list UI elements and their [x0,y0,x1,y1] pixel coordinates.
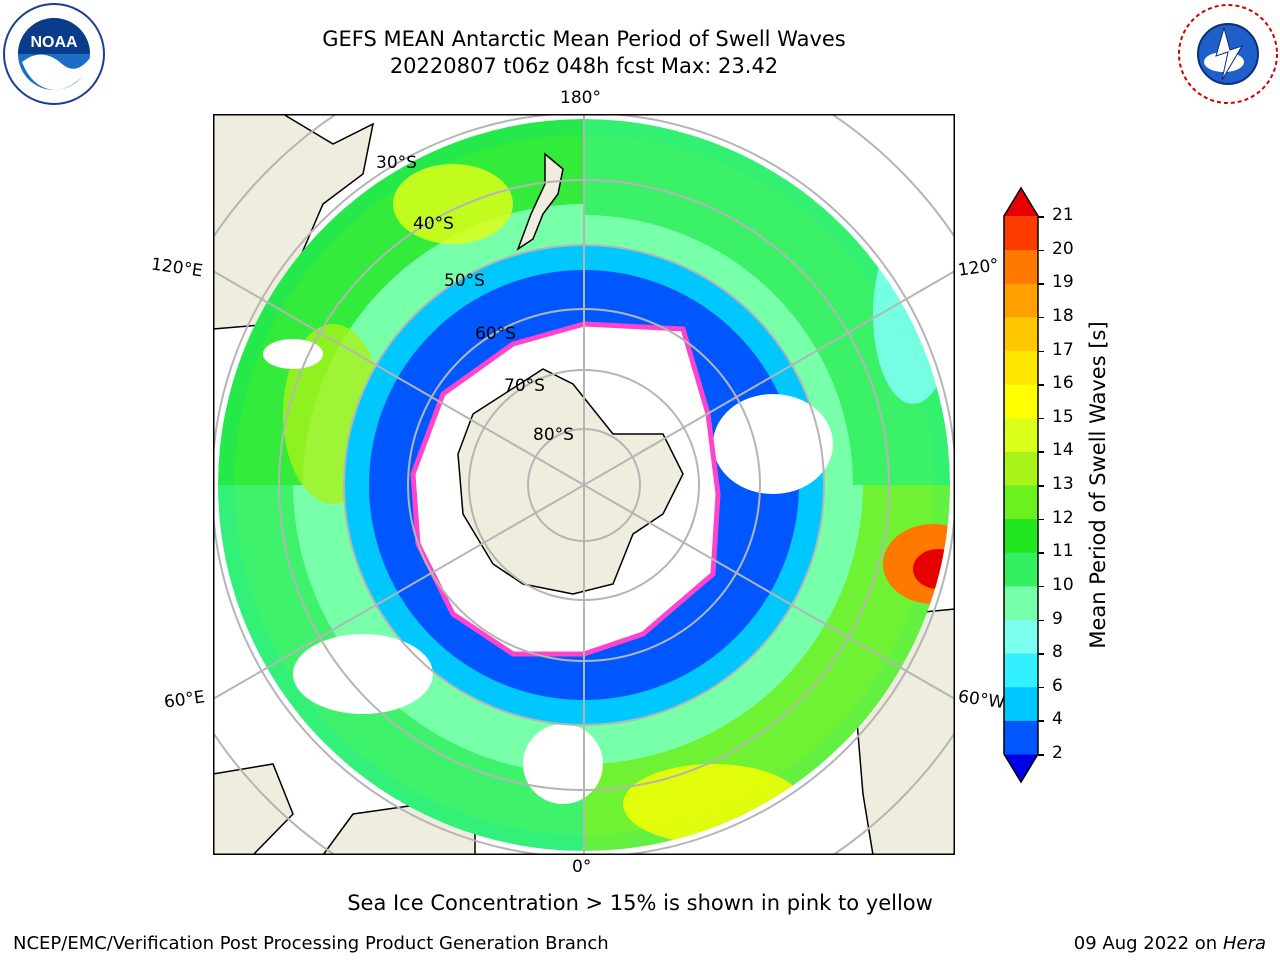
colorbar-min-arrow [1004,754,1038,782]
colorbar [1003,186,1039,784]
colorbar-segment [1004,686,1038,721]
colorbar-segment [1004,585,1038,620]
footer-date: 09 Aug 2022 on Hera [1074,933,1266,954]
colorbar-tick-mark [1038,619,1044,621]
colorbar-segment [1004,283,1038,318]
colorbar-segment [1004,653,1038,688]
colorbar-tick-label: 10 [1052,574,1074,595]
colorbar-tick-label: 21 [1052,205,1074,225]
colorbar-segment [1004,720,1038,755]
colorbar-segment [1004,350,1038,385]
colorbar-tick-label: 17 [1052,339,1074,360]
colorbar-segment [1004,417,1038,452]
colorbar-segment [1004,249,1038,284]
colorbar-tick-mark [1038,518,1044,521]
colorbar-tick-mark [1038,216,1044,218]
colorbar-tick-mark [1038,350,1044,352]
colorbar-tick-mark [1038,249,1044,252]
lat-label-70s: 70°S [504,376,545,396]
chart-title: GEFS MEAN Antarctic Mean Period of Swell… [322,27,846,51]
colorbar-tick-mark [1038,485,1044,487]
colorbar-tick-label: 2 [1052,743,1063,763]
svg-text:NOAA: NOAA [30,34,78,51]
chart-subtitle: 20220807 t06z 048h fcst Max: 23.42 [389,54,779,78]
colorbar-segment [1004,216,1038,251]
lat-label-80s: 80°S [533,425,574,445]
colorbar-segment [1004,552,1038,587]
colorbar-tick-label: 11 [1052,541,1074,562]
colorbar-tick-label: 20 [1052,238,1074,259]
colorbar-tick-mark [1038,686,1044,689]
lon-label-top: 180° [560,88,601,108]
colorbar-tick-mark [1038,384,1044,386]
colorbar-tick-label: 19 [1052,272,1074,293]
colorbar-tick-label: 8 [1052,642,1063,663]
colorbar-tick-label: 18 [1052,305,1074,326]
colorbar-tick-label: 14 [1052,440,1074,461]
colorbar-segment [1004,619,1038,654]
footer-machine: Hera [1222,933,1266,954]
lon-label-left-upper: 120°E [149,254,204,282]
colorbar-tick-mark [1038,585,1044,588]
colorbar-tick-label: 12 [1052,507,1074,528]
colorbar-tick-mark [1038,754,1044,756]
colorbar-tick-mark [1038,316,1044,319]
colorbar-tick-label: 9 [1052,608,1063,629]
footer-branch: NCEP/EMC/Verification Post Processing Pr… [13,933,609,954]
colorbar-tick-mark [1038,417,1044,420]
colorbar-segment [1004,485,1038,520]
colorbar-segment [1004,518,1038,553]
nws-logo [1178,4,1278,104]
lat-label-30s: 30°S [376,153,417,173]
lat-label-60s: 60°S [475,324,516,344]
lon-label-bottom: 0° [572,857,592,877]
colorbar-tick-mark [1038,451,1044,453]
colorbar-segment [1004,316,1038,351]
colorbar-tick-mark [1038,283,1044,285]
sea-ice-note: Sea Ice Concentration > 15% is shown in … [347,891,933,915]
colorbar-tick-mark [1038,720,1044,722]
colorbar-tick-label: 15 [1052,406,1074,427]
colorbar-segment [1004,451,1038,486]
polar-map [213,114,955,855]
colorbar-tick-mark [1038,552,1044,554]
lon-label-left-lower: 60°E [162,687,207,713]
colorbar-tick-label: 16 [1052,373,1074,394]
colorbar-segment [1004,384,1038,419]
colorbar-tick-label: 6 [1052,675,1063,696]
colorbar-tick-label: 13 [1052,474,1074,494]
noaa-logo: NOAA [3,3,105,105]
colorbar-max-arrow [1004,188,1038,216]
colorbar-tick-label: 4 [1052,709,1063,730]
colorbar-tick-mark [1038,653,1044,655]
footer-date-text: 09 Aug 2022 on [1073,933,1218,954]
colorbar-label: Mean Period of Swell Waves [s] [1086,321,1110,649]
lat-label-40s: 40°S [413,214,454,234]
lat-label-50s: 50°S [444,271,485,291]
